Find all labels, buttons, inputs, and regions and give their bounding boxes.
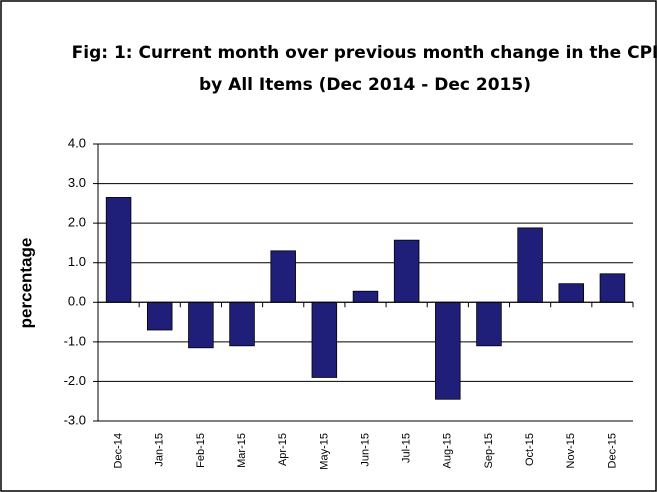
x-tick-label: Oct-15 xyxy=(524,433,536,466)
bar xyxy=(476,301,502,347)
x-tick-label: Nov-15 xyxy=(565,433,577,468)
x-tick-label: Sep-15 xyxy=(483,433,495,468)
bar xyxy=(599,273,626,303)
y-axis-label: percentage xyxy=(16,238,35,329)
x-tick-label: Jan-15 xyxy=(154,433,166,467)
bar xyxy=(270,250,296,303)
x-tick-label: Mar-15 xyxy=(236,433,248,468)
x-tick-label: Jul-15 xyxy=(401,433,413,463)
y-tick-label: -2.0 xyxy=(64,373,86,388)
x-tick-label: Dec-14 xyxy=(112,433,124,468)
x-tick-label: Dec-15 xyxy=(606,433,618,468)
chart-title: Fig: 1: Current month over previous mont… xyxy=(72,43,657,63)
x-tick-label: Apr-15 xyxy=(277,433,289,466)
x-tick-label: May-15 xyxy=(318,433,330,470)
chart-title: by All Items (Dec 2014 - Dec 2015) xyxy=(199,75,531,95)
x-tick-label: Jun-15 xyxy=(359,433,371,467)
y-tick-label: -3.0 xyxy=(64,412,86,427)
bar xyxy=(435,301,461,400)
y-tick-label: 3.0 xyxy=(68,175,86,190)
bar xyxy=(229,301,255,347)
y-tick-label: 4.0 xyxy=(68,135,86,150)
bar xyxy=(517,227,543,303)
x-tick-label: Feb-15 xyxy=(195,433,207,468)
bar xyxy=(352,290,379,303)
bar xyxy=(558,283,585,303)
bar xyxy=(393,239,420,303)
y-tick-label: 0.0 xyxy=(68,294,86,309)
bar xyxy=(146,301,173,331)
bar xyxy=(105,197,132,303)
y-tick-label: 2.0 xyxy=(68,215,86,230)
y-tick-label: -1.0 xyxy=(64,333,86,348)
bar xyxy=(188,301,214,349)
bar xyxy=(311,301,338,378)
y-tick-label: 1.0 xyxy=(68,254,86,269)
x-tick-label: Aug-15 xyxy=(442,433,454,468)
